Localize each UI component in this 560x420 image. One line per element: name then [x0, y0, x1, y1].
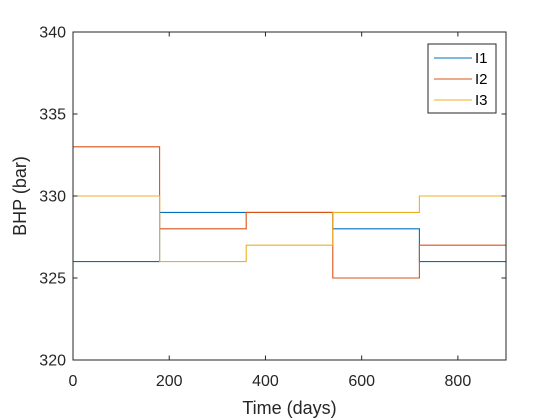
series-line-i2	[73, 146, 506, 279]
legend-label: I3	[475, 92, 488, 109]
legend-label: I2	[475, 71, 488, 88]
plot-frame	[72, 31, 507, 361]
x-tick-label: 200	[156, 373, 183, 390]
y-tick-label: 325	[39, 271, 66, 288]
x-tick-label: 0	[69, 373, 78, 390]
y-tick-label: 330	[39, 189, 66, 206]
y-tick-label: 335	[39, 107, 66, 124]
y-tick-label: 340	[39, 25, 66, 42]
legend: I1 I2 I3	[427, 43, 497, 114]
x-tick-label: 800	[445, 373, 472, 390]
y-tick-label: 320	[39, 353, 66, 370]
y-axis-label: BHP (bar)	[10, 156, 30, 236]
x-tick-label: 600	[348, 373, 375, 390]
series-line-i3	[73, 195, 506, 263]
x-axis-label: Time (days)	[242, 398, 336, 418]
legend-label: I1	[475, 50, 488, 67]
series-layer	[73, 146, 506, 279]
x-tick-label: 400	[252, 373, 279, 390]
ticks-layer: 0 200 400 600 800 320 325 330 335 340	[39, 25, 506, 390]
